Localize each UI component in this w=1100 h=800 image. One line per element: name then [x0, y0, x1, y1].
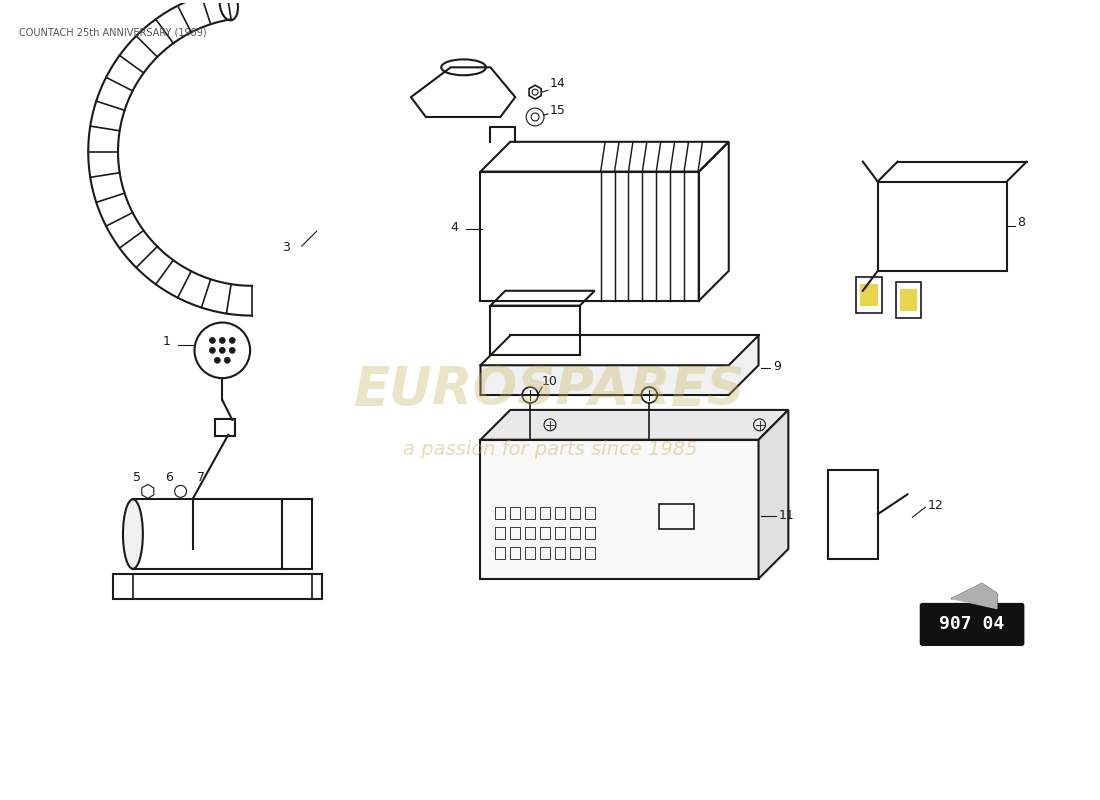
Circle shape [214, 358, 220, 363]
Polygon shape [481, 410, 789, 440]
Bar [585, 507, 595, 519]
Bar [860, 284, 878, 306]
Text: 15: 15 [550, 104, 565, 117]
Bar [491, 306, 580, 355]
Bar [525, 527, 535, 539]
Text: 907 04: 907 04 [939, 615, 1004, 634]
Bar [540, 527, 550, 539]
Bar [525, 547, 535, 559]
Text: a passion for parts since 1985: a passion for parts since 1985 [403, 440, 697, 459]
Circle shape [224, 358, 230, 363]
Bar [585, 527, 595, 539]
Bar [556, 507, 565, 519]
Text: 11: 11 [779, 509, 794, 522]
Bar [495, 507, 505, 519]
FancyBboxPatch shape [921, 603, 1024, 646]
Text: 5: 5 [133, 471, 141, 485]
Circle shape [209, 347, 216, 354]
Bar [828, 470, 878, 559]
Circle shape [229, 347, 235, 354]
Text: 7: 7 [198, 471, 206, 485]
Text: 3: 3 [282, 241, 289, 254]
Circle shape [229, 338, 235, 343]
Circle shape [209, 338, 216, 343]
Bar [540, 507, 550, 519]
Bar [570, 527, 580, 539]
Bar [659, 504, 694, 529]
Bar [113, 574, 321, 598]
Text: EUROSPARES: EUROSPARES [354, 364, 746, 416]
Text: 1: 1 [163, 335, 170, 348]
Text: 9: 9 [773, 360, 781, 374]
Bar [525, 507, 535, 519]
Bar [540, 547, 550, 559]
Text: COUNTACH 25th ANNIVERSARY (1989): COUNTACH 25th ANNIVERSARY (1989) [19, 28, 207, 38]
Bar [510, 507, 520, 519]
Polygon shape [481, 335, 759, 395]
Ellipse shape [123, 499, 143, 569]
Circle shape [219, 347, 225, 354]
Bar [495, 547, 505, 559]
Bar [556, 547, 565, 559]
Circle shape [219, 338, 225, 343]
Bar [878, 182, 1006, 271]
Bar [481, 171, 698, 301]
Bar [510, 527, 520, 539]
Bar [510, 547, 520, 559]
Text: 8: 8 [1016, 216, 1025, 230]
Bar [900, 289, 917, 310]
Text: 14: 14 [550, 77, 565, 90]
Bar [133, 499, 282, 569]
Text: 4: 4 [451, 221, 459, 234]
Text: 12: 12 [927, 499, 943, 512]
Text: 6: 6 [165, 471, 173, 485]
Bar [495, 527, 505, 539]
Bar [585, 547, 595, 559]
Polygon shape [953, 584, 997, 609]
Text: 10: 10 [542, 375, 558, 388]
Polygon shape [759, 410, 789, 578]
Bar [556, 527, 565, 539]
Bar [570, 547, 580, 559]
Bar [481, 440, 759, 578]
Bar [570, 507, 580, 519]
